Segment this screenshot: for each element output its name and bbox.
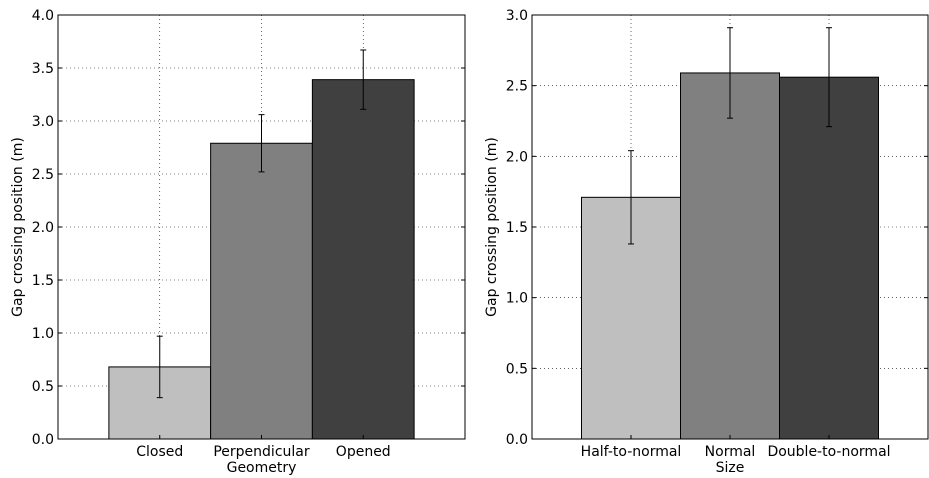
x-tick-label: Closed	[136, 444, 183, 460]
y-tick-label: 0.0	[32, 432, 54, 448]
chart-size: 0.0 0.5 1.0 1.5 2.0 2.5 3.0 Half-to-normal Norma…	[484, 8, 929, 476]
x-tick-label: Perpendicular	[213, 444, 310, 460]
y-tick-label: 3.0	[32, 114, 54, 130]
y-tick-label: 0.5	[32, 379, 54, 395]
bar-opened	[311, 79, 415, 440]
x-tick-label: Normal	[705, 444, 756, 460]
bar-normal	[680, 72, 780, 440]
y-tick-label: 4.0	[32, 8, 54, 24]
y-tick-label: 1.0	[506, 291, 528, 307]
error-bar	[360, 49, 367, 110]
y-tick-label: 1.0	[32, 326, 54, 342]
x-axis-label: Size	[716, 460, 745, 476]
error-bar	[727, 27, 733, 119]
x-tick-label: Half-to-normal	[581, 444, 682, 460]
y-tick-label: 3.5	[32, 61, 54, 77]
chart-geometry: 0.0 0.5 1.0 1.5 2.0 2.5 3.0 3.5 4.0 Closed Perpend…	[10, 8, 466, 476]
bar-double-to-normal	[779, 76, 879, 440]
y-tick-label: 1.5	[506, 220, 528, 236]
y-tick-label: 0.0	[506, 432, 528, 448]
x-tick-label: Double-to-normal	[767, 444, 890, 460]
y-tick-label: 0.5	[506, 361, 528, 377]
bar-perpendicular	[210, 142, 313, 440]
error-bar	[258, 114, 265, 173]
y-tick-label: 2.5	[506, 79, 528, 95]
y-tick-label: 2.5	[32, 167, 54, 183]
y-tick-label: 3.0	[506, 8, 528, 24]
y-axis-label: Gap crossing position (m)	[10, 137, 26, 317]
y-tick-label: 1.5	[32, 273, 54, 289]
y-axis-label: Gap crossing position (m)	[484, 137, 500, 317]
error-bar	[826, 27, 832, 128]
error-bar	[156, 335, 163, 399]
y-tick-label: 2.0	[506, 149, 528, 165]
y-tick-label: 2.0	[32, 220, 54, 236]
error-bar	[628, 150, 634, 245]
x-axis-label: Geometry	[227, 460, 297, 476]
x-tick-label: Opened	[336, 444, 391, 460]
